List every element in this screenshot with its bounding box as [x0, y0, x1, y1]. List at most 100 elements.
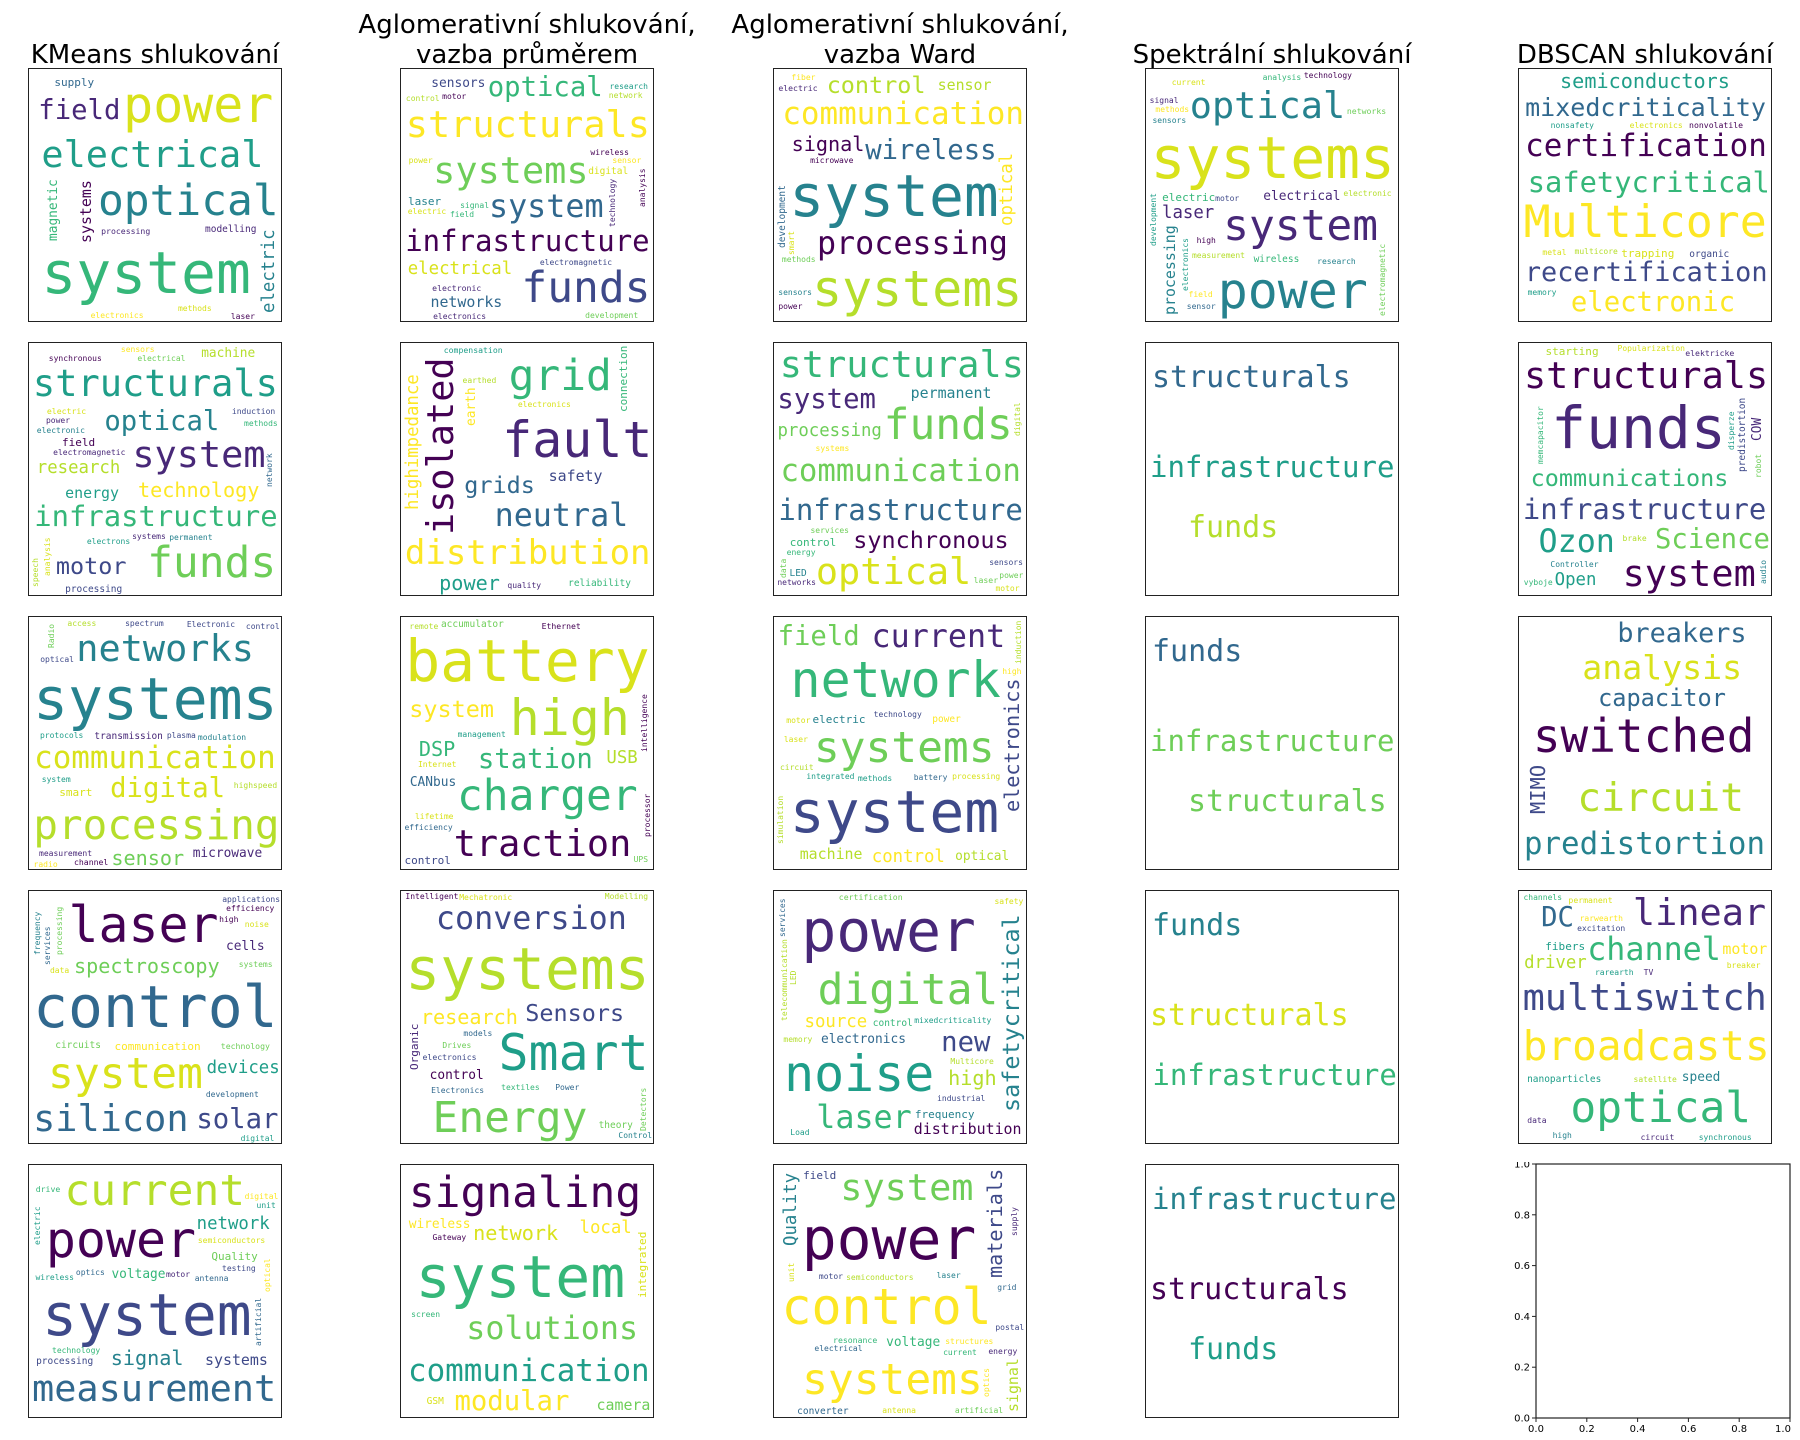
wordcloud-word: conversion [435, 900, 627, 937]
wordcloud-word: multiswitch [1522, 976, 1767, 1020]
wordcloud-word: high [948, 1066, 997, 1091]
wordcloud-word: structurals [1150, 998, 1349, 1033]
wordcloud-word: system [42, 1281, 252, 1350]
wordcloud-word: electronics [90, 311, 144, 321]
wordcloud-word: energy [786, 547, 816, 557]
wordcloud-word: unit [787, 1262, 797, 1283]
wordcloud-word: resonance [833, 1335, 878, 1346]
wordcloud-word: power [801, 1204, 977, 1273]
wordcloud-word: analysis [1262, 72, 1302, 82]
wordcloud-word: infrastructure [405, 224, 650, 259]
wordcloud-word: converter [797, 1405, 849, 1417]
wordcloud-word: transmission [94, 730, 163, 742]
wordcloud-word: nanoparticles [1527, 1073, 1602, 1085]
wordcloud-word: electric [1162, 190, 1216, 204]
wordcloud-word: research [609, 82, 648, 92]
wordcloud-word: funds [1188, 510, 1279, 545]
wordcloud-word: Electronic [186, 620, 236, 630]
wordcloud-word: funds [1551, 394, 1726, 463]
wordcloud-word: channel [73, 857, 109, 868]
wordcloud-panel: mixedcriticality Multicore certification re… [1518, 68, 1772, 322]
wordcloud-word: screen [411, 1310, 441, 1320]
wordcloud-word: power [999, 571, 1024, 581]
wordcloud-word: sensors [431, 75, 486, 91]
wordcloud-word: mixedcriticality [914, 1016, 992, 1026]
wordcloud-word: power [45, 416, 71, 426]
x-tick-label: 0.4 [1629, 1424, 1646, 1435]
wordcloud-word: services [778, 898, 788, 937]
wordcloud-word: system [48, 1049, 203, 1100]
wordcloud-word: rarwearth [1579, 914, 1623, 924]
wordcloud-word: control [826, 71, 926, 100]
y-tick-label: 0.4 [1514, 1312, 1530, 1323]
wordcloud-word: motor [1215, 193, 1240, 203]
wordcloud-word: electronic [1570, 286, 1736, 318]
wordcloud-word: field [777, 621, 860, 653]
wordcloud-word: power [439, 570, 500, 595]
wordcloud-word: Science [1655, 524, 1770, 556]
wordcloud-word: predistortion [1523, 826, 1765, 863]
wordcloud-word: motor [818, 1272, 843, 1282]
wordcloud-word: signaling [408, 1168, 642, 1219]
wordcloud-word: services [810, 525, 849, 535]
wordcloud-word: signal [1003, 1357, 1022, 1412]
y-tick-label: 0.8 [1514, 1210, 1530, 1221]
wordcloud-word: optical [1189, 84, 1346, 128]
wordcloud-word: technology [138, 478, 260, 503]
wordcloud-word: driver [1524, 952, 1587, 973]
wordcloud-word: Power [555, 1083, 580, 1092]
wordcloud-word: permanent [169, 532, 213, 542]
column-title-3: Spektrální shlukování [1132, 40, 1412, 70]
wordcloud-word: processing [816, 225, 1008, 262]
wordcloud-word: services [42, 926, 52, 965]
wordcloud-word: electric [812, 713, 866, 727]
wordcloud-word: motor [995, 584, 1020, 594]
wordcloud-word: digital [817, 964, 999, 1015]
wordcloud-word: systems [813, 722, 995, 773]
wordcloud-word: testing [222, 1263, 256, 1273]
wordcloud-word: digital [1012, 402, 1022, 437]
wordcloud-word: digital [588, 165, 629, 177]
wordcloud-word: electromagnetic [1377, 243, 1387, 316]
wordcloud-panel: infrastructure structurals funds [1145, 1164, 1399, 1418]
wordcloud-word: optical [104, 405, 220, 437]
wordcloud-word: artificial [253, 1297, 263, 1346]
wordcloud-panel: battery high charger traction station system D… [400, 616, 654, 870]
wordcloud-word: fiber [791, 72, 816, 82]
wordcloud-word: funds [147, 538, 277, 589]
wordcloud-word: infrastructure [1152, 1058, 1397, 1092]
wordcloud-word: power [45, 1211, 197, 1270]
wordcloud-word: measurement [32, 1366, 277, 1410]
wordcloud-word: organic [1689, 249, 1730, 261]
wordcloud-word: camera [596, 1396, 651, 1415]
wordcloud-word: supply [1009, 1207, 1019, 1236]
wordcloud-word: postal [995, 1322, 1025, 1332]
wordcloud-word: antenna [194, 1273, 229, 1283]
wordcloud-word: trapping [1621, 247, 1675, 261]
wordcloud-word: systems [433, 148, 589, 192]
wordcloud-word: system [41, 774, 71, 784]
wordcloud-word: starting [1545, 345, 1599, 359]
wordcloud-word: integrated [806, 771, 855, 781]
wordcloud-word: infrastructure [778, 493, 1023, 528]
wordcloud-word: certification [1525, 127, 1767, 164]
wordcloud-word: network [608, 90, 643, 100]
wordcloud-word: accumulator [440, 618, 504, 630]
wordcloud-word: capacitor [1598, 684, 1726, 713]
wordcloud-word: synchronous [48, 354, 102, 364]
wordcloud-word: materials [983, 1169, 1008, 1279]
wordcloud-word: industrial [937, 1094, 986, 1104]
wordcloud-word: processing [1161, 225, 1180, 316]
wordcloud-word: measurement [39, 848, 93, 858]
wordcloud-word: electronics [433, 311, 487, 321]
wordcloud-word: communication [780, 452, 1021, 489]
wordcloud-word: Energy [432, 1092, 588, 1143]
wordcloud-word: power [123, 75, 274, 134]
wordcloud-word: wireless [35, 1272, 74, 1282]
wordcloud-word: technology [1303, 71, 1352, 81]
wordcloud-word: induction [1013, 620, 1023, 664]
wordcloud-word: current [64, 1165, 246, 1216]
wordcloud-word: motor [442, 92, 467, 102]
wordcloud-word: supply [54, 76, 95, 90]
wordcloud-word: applications [222, 895, 281, 905]
